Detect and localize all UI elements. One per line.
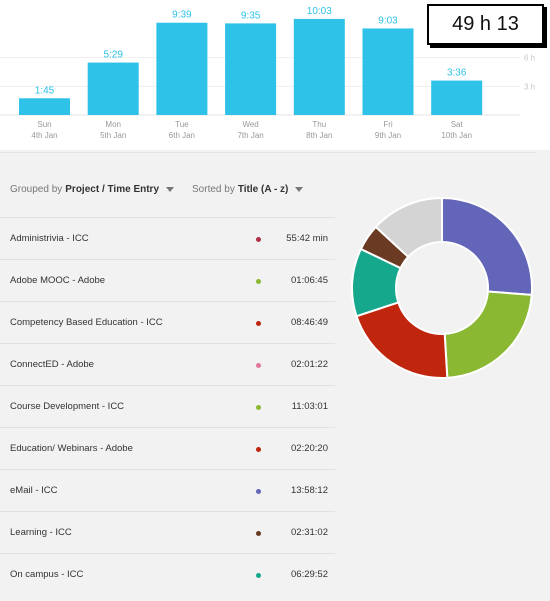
list-item[interactable]: Administrivia - ICC 55:42 min	[0, 217, 335, 259]
project-color-dot	[256, 363, 261, 368]
y-tick-label: 6 h	[524, 54, 535, 63]
total-hours-text: 49 h 13	[452, 13, 519, 35]
x-tick-date: 8th Jan	[306, 131, 332, 140]
project-color-dot	[256, 447, 261, 452]
x-tick-day: Sun	[37, 120, 51, 129]
list-item[interactable]: ConnectED - Adobe 02:01:22	[0, 343, 335, 385]
entry-name: eMail - ICC	[10, 485, 58, 496]
x-tick-day: Mon	[105, 120, 121, 129]
project-color-dot	[256, 489, 261, 494]
entry-name: Competency Based Education - ICC	[10, 317, 163, 328]
bar[interactable]	[431, 80, 483, 115]
y-tick-label: 3 h	[524, 82, 535, 91]
project-color-dot	[256, 321, 261, 326]
entry-name: Learning - ICC	[10, 527, 72, 538]
entry-duration: 01:06:45	[291, 275, 328, 286]
divider	[0, 152, 536, 153]
bar[interactable]	[293, 18, 345, 115]
project-color-dot	[256, 573, 261, 578]
entry-name: On campus - ICC	[10, 569, 84, 580]
entry-duration: 02:20:20	[291, 443, 328, 454]
bar-value-label: 1:45	[35, 85, 55, 96]
x-tick-day: Tue	[175, 120, 189, 129]
weekly-bar-chart: 3 h 6 h 1:45 Sun 4th Jan 5:29 Mon 5th Jan 9:39 Tu…	[0, 6, 535, 140]
bar-value-label: 3:36	[447, 68, 467, 79]
list-item[interactable]: eMail - ICC 13:58:12	[0, 469, 335, 511]
sorted-by-value: Title (A - z)	[237, 184, 289, 195]
entry-name: Adobe MOOC - Adobe	[10, 275, 106, 286]
x-tick-date: 4th Jan	[31, 131, 57, 140]
bar[interactable]	[225, 23, 277, 115]
bar-value-label: 9:03	[378, 15, 398, 26]
grouped-by-value: Project / Time Entry	[65, 184, 160, 195]
total-hours-badge: 49 h 13	[427, 4, 544, 45]
list-item[interactable]: Education/ Webinars - Adobe 02:20:20	[0, 427, 335, 469]
sorted-by-dropdown[interactable]: Sorted by Title (A - z)	[192, 184, 304, 195]
entry-duration: 55:42 min	[286, 233, 328, 244]
list-item[interactable]: On campus - ICC 06:29:52	[0, 553, 335, 595]
project-color-dot	[256, 531, 261, 536]
grouped-by-dropdown[interactable]: Grouped by Project / Time Entry	[10, 184, 175, 195]
x-tick-day: Fri	[383, 120, 393, 129]
donut-slice[interactable]	[374, 196, 443, 259]
bar-value-label: 9:35	[241, 10, 261, 21]
entry-duration: 11:03:01	[291, 401, 328, 412]
x-tick-date: 9th Jan	[375, 131, 401, 140]
x-tick-day: Wed	[242, 120, 258, 129]
list-controls: Grouped by Project / Time Entry Sorted b…	[10, 184, 304, 195]
x-tick-date: 5th Jan	[100, 131, 126, 140]
donut-slice[interactable]	[355, 301, 449, 379]
project-color-dot	[256, 279, 261, 284]
bar[interactable]	[362, 28, 414, 115]
entry-name: Education/ Webinars - Adobe	[10, 443, 133, 454]
x-tick-date: 7th Jan	[237, 131, 263, 140]
chevron-down-icon	[295, 187, 304, 192]
entry-duration: 06:29:52	[291, 569, 328, 580]
list-item[interactable]: Course Development - ICC 11:03:01	[0, 385, 335, 427]
bar[interactable]	[19, 98, 70, 115]
list-item[interactable]: Competency Based Education - ICC 08:46:4…	[0, 301, 335, 343]
entry-name: ConnectED - Adobe	[10, 359, 94, 370]
x-tick-day: Thu	[312, 120, 326, 129]
x-tick-date: 10th Jan	[441, 131, 472, 140]
entry-duration: 02:01:22	[291, 359, 328, 370]
bar-value-label: 9:39	[172, 10, 192, 21]
entry-duration: 08:46:49	[291, 317, 328, 328]
bar-value-label: 10:03	[307, 6, 332, 17]
grouped-by-prefix: Grouped by	[10, 184, 63, 195]
x-tick-day: Sat	[451, 120, 464, 129]
time-entry-list: Administrivia - ICC 55:42 min Adobe MOOC…	[0, 217, 335, 595]
project-color-dot	[256, 405, 261, 410]
list-item[interactable]: Adobe MOOC - Adobe 01:06:45	[0, 259, 335, 301]
project-color-dot	[256, 237, 261, 242]
bar[interactable]	[156, 22, 208, 116]
entry-name: Administrivia - ICC	[10, 233, 89, 244]
bar-value-label: 5:29	[103, 50, 123, 61]
bar[interactable]	[87, 62, 139, 115]
entry-duration: 13:58:12	[291, 485, 328, 496]
chevron-down-icon	[166, 187, 175, 192]
entry-duration: 02:31:02	[291, 527, 328, 538]
donut-slice[interactable]	[441, 196, 533, 296]
sorted-by-prefix: Sorted by	[192, 184, 235, 195]
entry-name: Course Development - ICC	[10, 401, 125, 412]
donut-slice[interactable]	[443, 290, 533, 379]
x-tick-date: 6th Jan	[169, 131, 195, 140]
list-item[interactable]: Learning - ICC 02:31:02	[0, 511, 335, 553]
project-donut-chart	[351, 196, 533, 379]
